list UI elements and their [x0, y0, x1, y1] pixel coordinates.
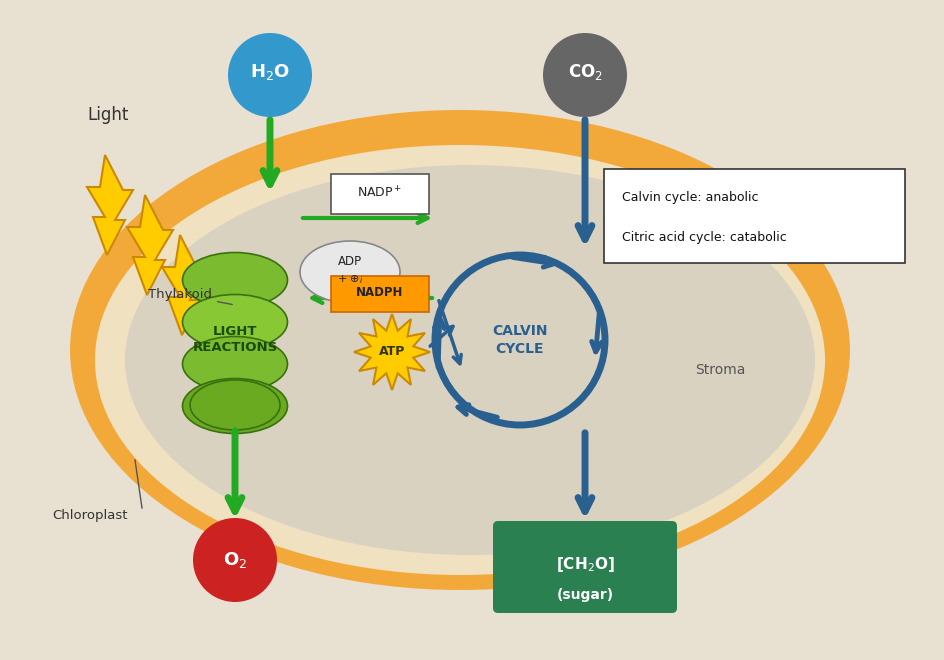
Ellipse shape [190, 380, 279, 430]
Text: Stroma: Stroma [694, 363, 745, 377]
Text: CO$_2$: CO$_2$ [567, 62, 601, 82]
Ellipse shape [70, 110, 849, 590]
Text: NADPH: NADPH [356, 286, 403, 300]
Text: NADP$^+$: NADP$^+$ [357, 185, 402, 201]
Text: Light: Light [87, 106, 128, 124]
Text: Chloroplast: Chloroplast [52, 508, 127, 521]
Ellipse shape [125, 165, 814, 555]
FancyBboxPatch shape [603, 169, 904, 263]
Ellipse shape [182, 253, 287, 308]
Text: LIGHT
REACTIONS: LIGHT REACTIONS [193, 325, 278, 354]
Text: ADP: ADP [338, 255, 362, 269]
Polygon shape [87, 155, 133, 255]
Circle shape [228, 33, 312, 117]
Ellipse shape [182, 337, 287, 391]
FancyBboxPatch shape [493, 521, 676, 613]
Text: O$_2$: O$_2$ [223, 550, 246, 570]
Circle shape [543, 33, 626, 117]
Circle shape [193, 518, 277, 602]
FancyBboxPatch shape [330, 174, 429, 214]
Polygon shape [354, 314, 430, 390]
Text: [CH$_2$O]: [CH$_2$O] [555, 554, 614, 574]
Text: (sugar): (sugar) [556, 588, 613, 602]
Text: ATP: ATP [379, 345, 405, 358]
FancyBboxPatch shape [330, 276, 429, 312]
Text: Citric acid cycle: catabolic: Citric acid cycle: catabolic [621, 232, 786, 244]
Text: + $\oplus_i$: + $\oplus_i$ [336, 274, 362, 286]
Text: Calvin cycle: anabolic: Calvin cycle: anabolic [621, 191, 758, 205]
Ellipse shape [182, 378, 287, 434]
Text: Thylakoid: Thylakoid [148, 288, 232, 304]
Ellipse shape [95, 145, 824, 575]
Text: H$_2$O: H$_2$O [249, 62, 290, 82]
Ellipse shape [182, 294, 287, 350]
Ellipse shape [299, 241, 399, 303]
Text: CALVIN
CYCLE: CALVIN CYCLE [492, 324, 548, 356]
Polygon shape [126, 195, 173, 295]
Polygon shape [161, 235, 208, 335]
